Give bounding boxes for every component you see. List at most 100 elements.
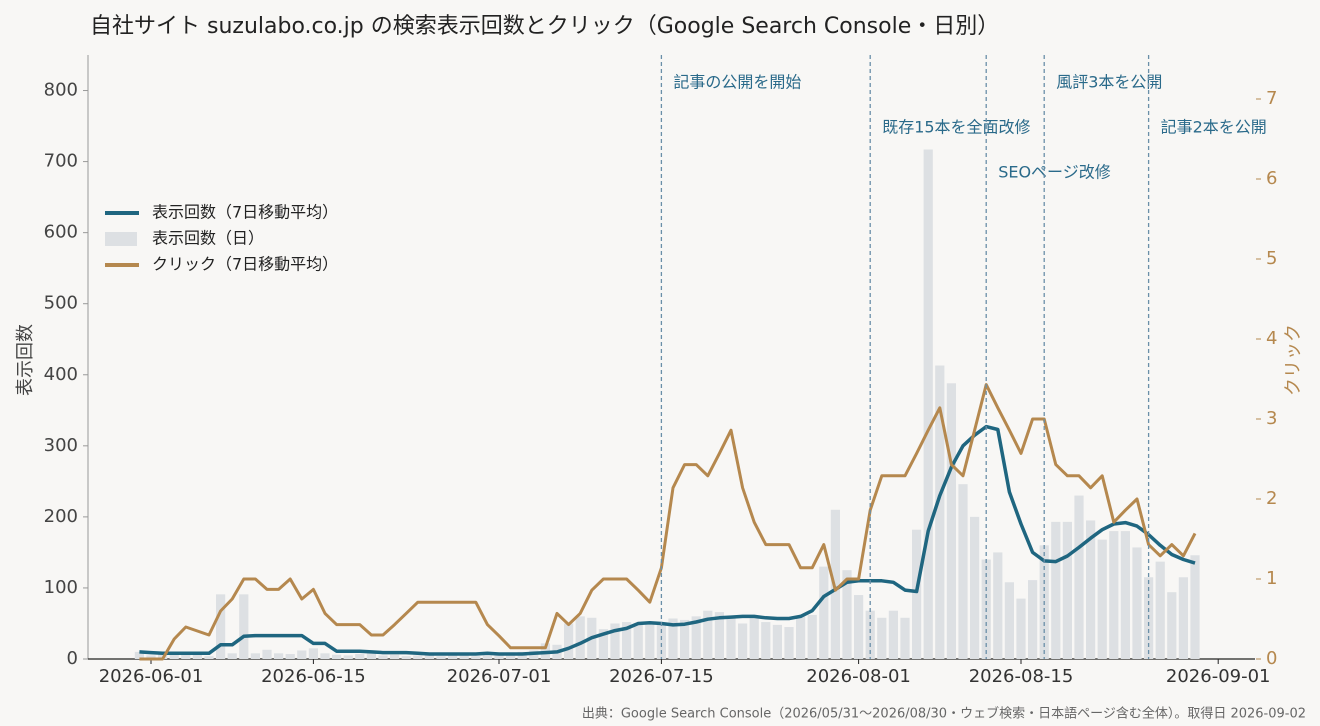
bar <box>297 650 307 659</box>
bar <box>714 612 724 659</box>
bar <box>958 484 968 659</box>
bar <box>390 654 400 659</box>
bar <box>865 610 875 659</box>
bar <box>239 594 249 659</box>
annotation-text: 既存15本を全面改修 <box>882 118 1030 137</box>
bar <box>448 655 458 659</box>
bar <box>598 629 608 659</box>
bar <box>1109 531 1119 659</box>
bar <box>1120 531 1130 659</box>
bar <box>216 594 226 659</box>
legend-label: 表示回数（7日移動平均） <box>152 203 338 222</box>
bar <box>656 623 666 659</box>
bar <box>1004 582 1014 659</box>
bar <box>332 654 342 659</box>
bar <box>1155 561 1165 659</box>
legend-label: クリック（7日移動平均） <box>152 255 338 274</box>
bar <box>1074 495 1084 659</box>
bar <box>668 618 678 659</box>
bar <box>912 529 922 659</box>
bar <box>471 656 481 659</box>
y2-axis-label: クリック <box>1283 324 1304 396</box>
bar <box>1167 592 1177 659</box>
y-tick-label: 700 <box>44 151 78 172</box>
x-tick-label: 2026-07-15 <box>609 666 714 687</box>
bar <box>622 622 632 659</box>
bar <box>738 623 748 659</box>
x-tick-label: 2026-06-01 <box>99 666 204 687</box>
y-tick-label: 800 <box>44 80 78 101</box>
bar <box>807 614 817 659</box>
bar <box>888 610 898 659</box>
bar <box>946 383 956 659</box>
y-tick-label: 0 <box>67 648 78 669</box>
bar <box>436 656 446 659</box>
bar <box>413 655 423 659</box>
x-tick-label: 2026-08-01 <box>806 666 911 687</box>
annotation-text: SEOページ改修 <box>998 163 1111 182</box>
bar <box>575 616 585 659</box>
bar <box>146 655 156 659</box>
bar <box>192 653 202 659</box>
y2-tick-label: 1 <box>1266 568 1277 589</box>
bar <box>610 623 620 659</box>
bar <box>494 654 504 659</box>
line-series <box>139 383 1197 661</box>
x-tick-label: 2026-09-01 <box>1166 666 1271 687</box>
bar <box>854 595 864 659</box>
bar <box>343 655 353 659</box>
bar <box>1086 520 1096 659</box>
bar <box>900 617 910 659</box>
bar <box>633 624 643 659</box>
bar <box>680 619 690 659</box>
bar <box>401 656 411 659</box>
y-axis-label: 表示回数 <box>15 324 36 396</box>
bar <box>703 610 713 659</box>
bar <box>784 627 794 659</box>
bar <box>935 365 945 659</box>
bar <box>923 149 933 659</box>
bar <box>1178 577 1188 659</box>
bar <box>366 652 376 659</box>
bar <box>262 649 272 659</box>
source-note: 出典：Google Search Console（2026/05/31〜2026… <box>582 706 1306 722</box>
x-tick-label: 2026-07-01 <box>447 666 552 687</box>
bar <box>459 654 469 659</box>
y2-tick-label: 0 <box>1266 648 1277 669</box>
bar <box>308 648 318 659</box>
bar <box>564 623 574 659</box>
bar <box>482 655 492 659</box>
bar <box>1016 598 1026 659</box>
bar <box>285 654 295 659</box>
bar <box>355 654 365 659</box>
bar <box>1190 555 1200 659</box>
bar <box>645 623 655 659</box>
y-tick-label: 400 <box>44 364 78 385</box>
bar <box>842 570 852 659</box>
annotation-text: 記事の公開を開始 <box>673 73 801 92</box>
bar <box>320 653 330 659</box>
chart-title: 自社サイト suzulabo.co.jp の検索表示回数とクリック（Google… <box>90 14 999 39</box>
bar <box>169 654 179 659</box>
bar <box>1097 539 1107 659</box>
bar <box>274 653 284 659</box>
bar <box>250 653 260 659</box>
y-tick-label: 200 <box>44 506 78 527</box>
bar <box>506 653 516 659</box>
bar <box>227 653 237 659</box>
legend-label: 表示回数（日） <box>152 229 264 248</box>
bar <box>378 655 388 659</box>
bar <box>1051 521 1061 659</box>
annotation-text: 風評3本を公開 <box>1056 73 1162 92</box>
y2-tick-label: 5 <box>1266 248 1277 269</box>
bar <box>993 552 1003 659</box>
annotation-text: 記事2本を公開 <box>1161 118 1267 137</box>
y2-tick-label: 3 <box>1266 408 1277 429</box>
bar <box>796 616 806 659</box>
bar <box>1028 580 1038 659</box>
y-tick-label: 500 <box>44 293 78 314</box>
bar <box>181 654 191 659</box>
bar <box>819 566 829 659</box>
bar <box>749 617 759 659</box>
